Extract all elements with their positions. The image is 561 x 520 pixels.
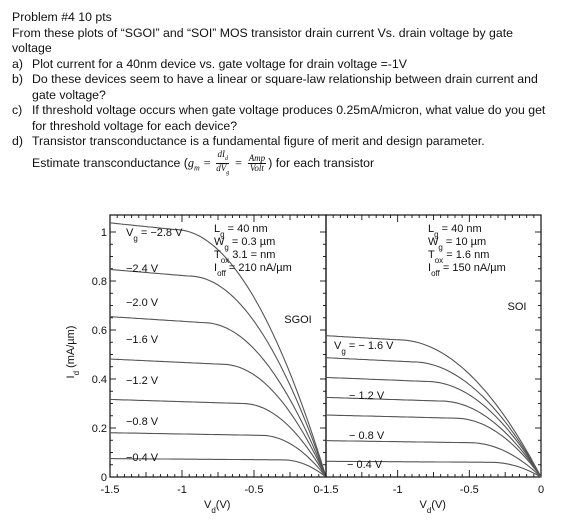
- question-text: Plot current for a 40nm device vs. gate …: [32, 56, 407, 71]
- iv-curve: [109, 268, 327, 478]
- iv-curve: [109, 432, 327, 478]
- series-label: Vg = − 1.6 V: [334, 340, 394, 356]
- estimate-suffix: ) for each transistor: [268, 155, 375, 170]
- y-tick-label: 1: [101, 227, 107, 239]
- question-text: Do these devices seem to have a linear o…: [32, 72, 538, 102]
- y-tick-label: 0.4: [92, 374, 107, 386]
- x-tick-label: -1.5: [101, 484, 120, 496]
- x-axis-label: Vd(V): [420, 499, 446, 515]
- x-tick-label: -0.5: [245, 484, 264, 496]
- device-parameter: Wg = 0.3 µm: [214, 236, 275, 252]
- panel-title: SOI: [508, 301, 527, 313]
- iv-curve: [325, 376, 542, 478]
- question-d: d) Transistor transconductance is a fund…: [12, 134, 552, 150]
- x-tick-label: -0.5: [460, 484, 479, 496]
- problem-text: Problem #4 10 pts From these plots of “S…: [12, 10, 552, 178]
- question-label: c): [12, 103, 23, 117]
- series-label: −0.8 V: [126, 416, 159, 428]
- series-label: − 0.4 V: [347, 459, 383, 471]
- series-label: −1.2 V: [126, 375, 159, 387]
- y-tick-label: 0.6: [92, 325, 107, 337]
- iv-curve: [109, 358, 327, 478]
- question-c: c) If threshold voltage occurs when gate…: [12, 103, 552, 134]
- question-a: a) Plot current for a 40nm device vs. ga…: [12, 57, 552, 73]
- series-label: −2.4 V: [126, 263, 159, 275]
- x-tick-label: 0: [538, 484, 544, 496]
- question-text: If threshold voltage occurs when gate vo…: [32, 103, 546, 133]
- series-label: − 0.8 V: [349, 430, 385, 442]
- series-label: −2.0 V: [126, 297, 159, 309]
- problem-intro: From these plots of “SGOI” and “SOI” MOS…: [12, 25, 513, 56]
- x-tick-label: -1: [393, 484, 403, 496]
- question-d-estimate: Estimate transconductance (gm = dId dVg =…: [12, 148, 552, 179]
- device-parameter: Tox = 1.6 nm: [428, 249, 489, 265]
- iv-curve: [325, 357, 542, 478]
- iv-curve: [109, 398, 327, 478]
- iv-curve: [109, 222, 327, 478]
- y-tick-label: 0: [101, 472, 107, 484]
- y-tick-label: 0.8: [92, 276, 107, 288]
- x-axis-label: Vd(V): [204, 499, 230, 515]
- x-tick-label: -1: [177, 484, 187, 496]
- device-parameter: Ioff = 150 nA/µm: [428, 262, 506, 278]
- device-parameter: Tox 3.1 = nm: [214, 249, 275, 265]
- panel-title: SGOI: [284, 314, 312, 326]
- device-parameter: Ioff = 210 nA/µm: [214, 262, 292, 278]
- series-label: Vg = −2.8 V: [126, 227, 183, 243]
- y-axis-label: Id (mA/µm): [65, 326, 81, 379]
- question-b: b) Do these devices seem to have a linea…: [12, 72, 552, 103]
- x-tick-label: 0-1.5: [313, 484, 338, 496]
- iv-curve: [110, 458, 327, 478]
- iv-curve: [325, 440, 542, 478]
- problem-heading: Problem #4 10 pts: [12, 10, 112, 24]
- iv-curve: [325, 396, 542, 478]
- gm-formula: gm = dId dVg = Amp Volt: [187, 148, 267, 177]
- question-label: b): [12, 72, 23, 86]
- estimate-prefix: Estimate transconductance (: [32, 155, 188, 170]
- series-label: −0.4 V: [126, 452, 159, 464]
- question-label: a): [12, 56, 23, 71]
- question-label: d): [12, 134, 23, 148]
- device-parameter: Lg = 40 nm: [428, 223, 482, 239]
- question-text: Transistor transconductance is a fundame…: [32, 134, 485, 148]
- iv-curve: [325, 335, 542, 478]
- iv-curve: [326, 460, 542, 478]
- y-tick-label: 0.2: [92, 423, 107, 435]
- device-parameter: Lg = 40 nm: [214, 223, 268, 239]
- series-label: −1.6 V: [126, 334, 159, 346]
- iv-curve: [325, 414, 542, 478]
- device-parameter: Wg = 10 µm: [428, 236, 486, 252]
- iv-curve: [109, 316, 327, 478]
- series-label: − 1.2 V: [349, 390, 385, 402]
